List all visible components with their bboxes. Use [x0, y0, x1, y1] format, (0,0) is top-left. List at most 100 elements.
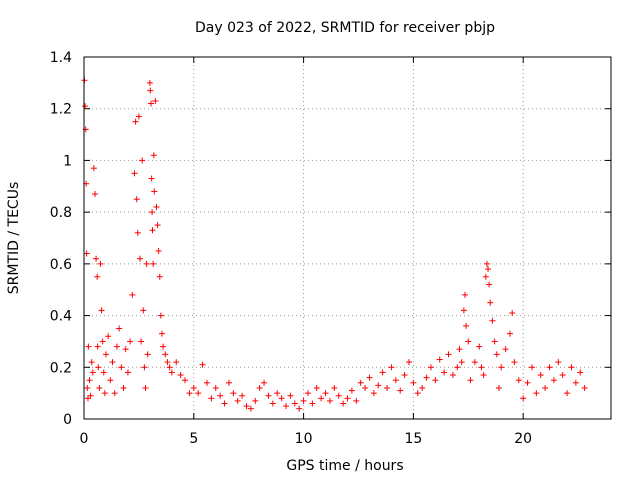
data-point — [140, 307, 147, 314]
data-point — [94, 343, 101, 350]
data-point — [90, 165, 97, 172]
data-point — [239, 392, 246, 399]
data-point — [524, 379, 531, 386]
y-axis-label: SRMTID / TECUs — [6, 182, 22, 295]
data-point — [217, 392, 224, 399]
data-point — [502, 346, 509, 353]
data-point — [506, 330, 513, 337]
data-point — [392, 377, 399, 384]
data-point — [322, 390, 329, 397]
data-point — [147, 100, 154, 107]
data-point — [186, 390, 193, 397]
data-point — [471, 359, 478, 366]
data-point — [489, 317, 496, 324]
data-point — [160, 343, 167, 350]
data-point — [496, 384, 503, 391]
data-point — [528, 364, 535, 371]
data-point — [498, 364, 505, 371]
data-point — [116, 325, 123, 332]
data-point — [113, 343, 120, 350]
data-point — [85, 343, 92, 350]
data-point — [230, 390, 237, 397]
data-point — [177, 372, 184, 379]
data-point — [326, 397, 333, 404]
data-point — [150, 152, 157, 159]
data-point — [456, 346, 463, 353]
data-point — [483, 260, 490, 267]
data-point — [278, 395, 285, 402]
data-point — [164, 359, 171, 366]
data-point — [158, 330, 165, 337]
y-tick-label: 0 — [63, 412, 72, 428]
data-point — [572, 379, 579, 386]
data-point — [537, 372, 544, 379]
data-point — [533, 390, 540, 397]
data-point — [274, 390, 281, 397]
data-point — [225, 379, 232, 386]
data-point — [195, 390, 202, 397]
data-point — [432, 377, 439, 384]
data-point — [156, 273, 163, 280]
data-point — [478, 364, 485, 371]
data-point — [93, 255, 100, 262]
data-point — [155, 247, 162, 254]
data-point — [304, 390, 311, 397]
data-point — [458, 359, 465, 366]
data-point — [559, 372, 566, 379]
data-point — [401, 372, 408, 379]
data-point — [486, 281, 493, 288]
x-tick-label: 15 — [404, 431, 422, 447]
data-point — [419, 384, 426, 391]
data-point — [95, 364, 102, 371]
data-point — [132, 118, 139, 125]
data-point — [265, 392, 272, 399]
data-point — [86, 377, 93, 384]
data-point — [493, 351, 500, 358]
data-point — [353, 397, 360, 404]
data-point — [138, 338, 145, 345]
data-point — [203, 379, 210, 386]
x-tick-label: 5 — [189, 431, 198, 447]
data-point — [97, 260, 104, 267]
data-point — [100, 369, 107, 376]
axis-ticks: 0 5 10 15 20 0 0.2 0.4 0.6 0.8 1 1.2 1.4 — [50, 50, 611, 447]
data-point — [454, 364, 461, 371]
data-points — [81, 77, 588, 412]
data-point — [146, 79, 153, 86]
data-point — [94, 273, 101, 280]
data-point — [168, 369, 175, 376]
data-point — [84, 395, 91, 402]
data-point — [414, 390, 421, 397]
y-tick-label: 1.2 — [50, 102, 72, 118]
data-point — [555, 359, 562, 366]
data-point — [410, 379, 417, 386]
data-point — [162, 351, 169, 358]
data-point — [118, 364, 125, 371]
x-tick-label: 20 — [514, 431, 532, 447]
data-point — [366, 374, 373, 381]
data-point — [375, 382, 382, 389]
data-point — [460, 307, 467, 314]
data-point — [136, 255, 143, 262]
data-point — [133, 196, 140, 203]
data-point — [564, 390, 571, 397]
x-tick-label: 10 — [295, 431, 313, 447]
x-axis-label: GPS time / hours — [286, 458, 403, 474]
data-point — [256, 384, 263, 391]
data-point — [384, 384, 391, 391]
data-point — [96, 384, 103, 391]
data-point — [436, 356, 443, 363]
data-point — [309, 400, 316, 407]
data-point — [423, 374, 430, 381]
data-point — [199, 361, 206, 368]
data-point — [252, 397, 259, 404]
data-point — [485, 266, 492, 273]
data-point — [397, 387, 404, 394]
data-point — [243, 403, 250, 410]
data-point — [88, 359, 95, 366]
data-point — [102, 351, 109, 358]
chart-title: Day 023 of 2022, SRMTID for receiver pbj… — [195, 20, 495, 36]
data-point — [465, 338, 472, 345]
data-point — [427, 364, 434, 371]
